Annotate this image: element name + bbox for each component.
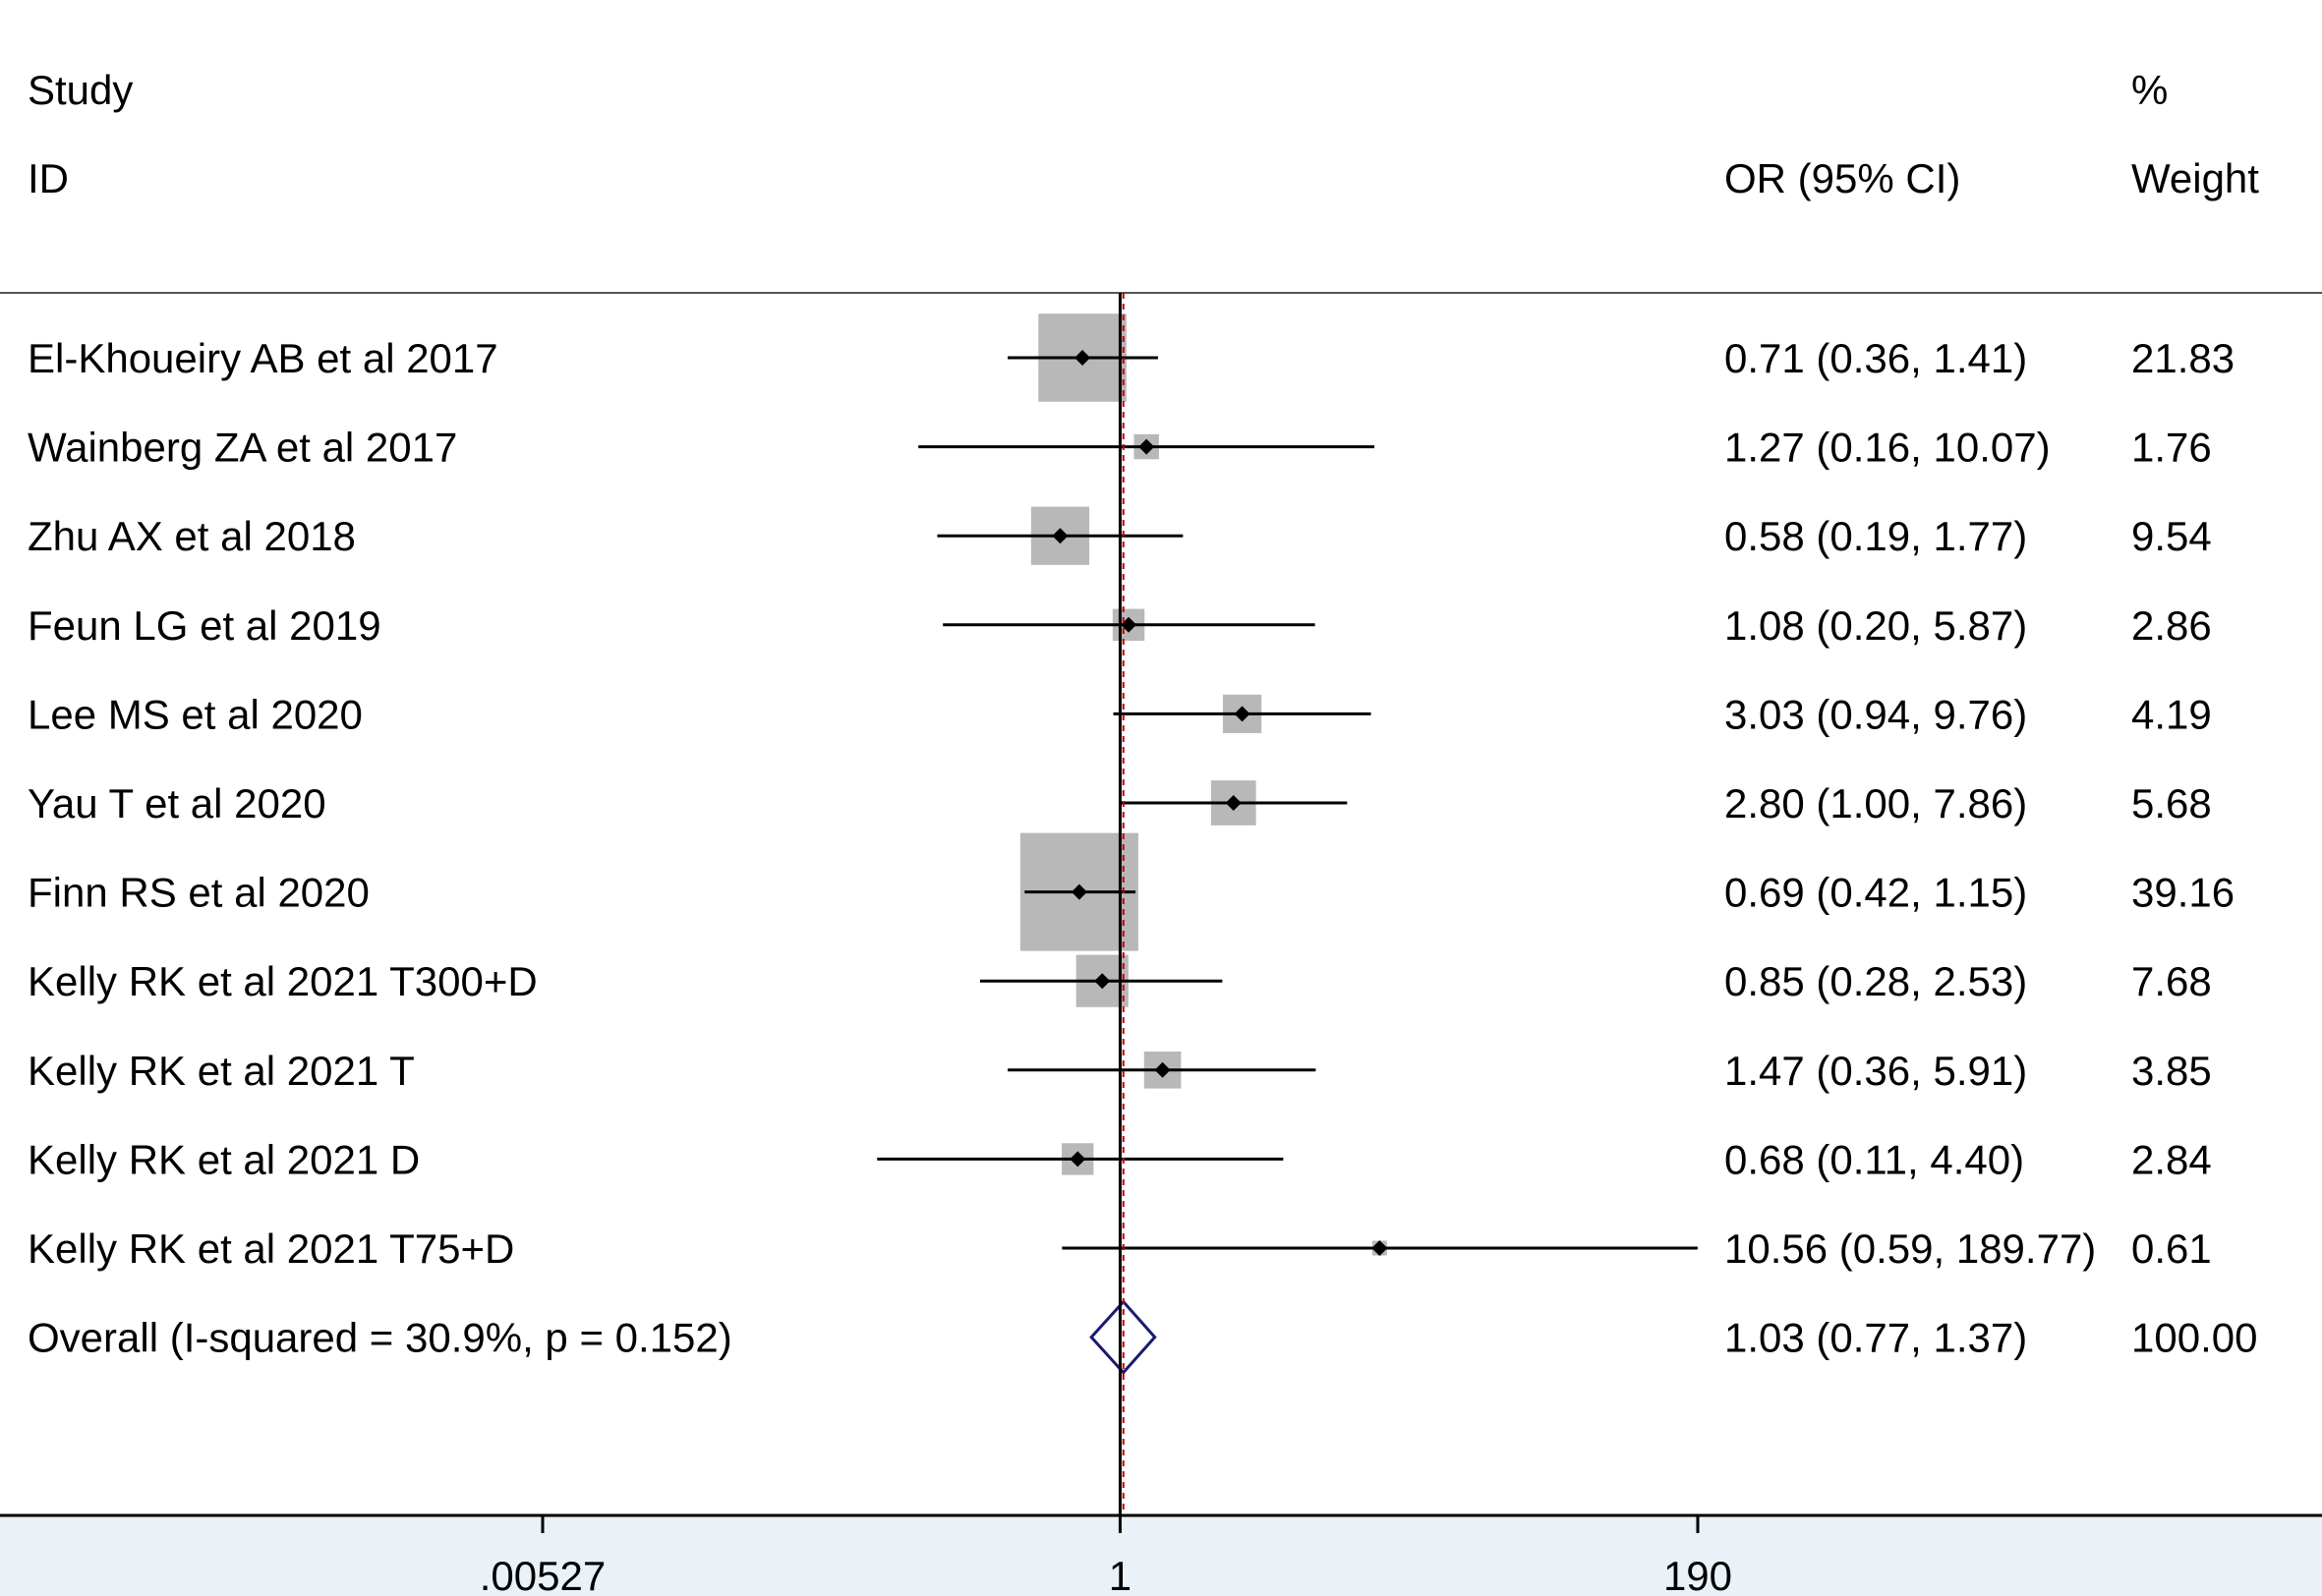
study-weight: 2.86	[2131, 602, 2212, 649]
study-point-estimate	[1052, 528, 1069, 544]
study-point-estimate	[1154, 1061, 1171, 1078]
study-label: Feun LG et al 2019	[28, 602, 381, 649]
overall-label: Overall (I-squared = 30.9%, p = 0.152)	[28, 1315, 732, 1361]
study-label: Finn RS et al 2020	[28, 870, 370, 916]
study-label: Zhu AX et al 2018	[28, 513, 356, 559]
study-weight: 7.68	[2131, 958, 2212, 1004]
study-label: El-Khoueiry AB et al 2017	[28, 335, 498, 381]
study-weight: 9.54	[2131, 513, 2212, 559]
overall-or-ci: 1.03 (0.77, 1.37)	[1724, 1315, 2027, 1361]
x-tick-label: 190	[1663, 1553, 1732, 1596]
header-or-ci: OR (95% CI)	[1724, 155, 1960, 201]
header-weight: Weight	[2131, 155, 2259, 201]
x-tick-label: .00527	[480, 1553, 606, 1596]
study-point-estimate	[1225, 795, 1242, 811]
study-weight: 1.76	[2131, 425, 2212, 471]
study-or-ci: 2.80 (1.00, 7.86)	[1724, 780, 2027, 826]
study-weight: 4.19	[2131, 691, 2212, 737]
plot-marks	[877, 293, 1698, 1515]
study-or-ci: 1.27 (0.16, 10.07)	[1724, 425, 2051, 471]
study-weight: 5.68	[2131, 780, 2212, 826]
study-weight: 0.61	[2131, 1226, 2212, 1272]
study-or-ci: 0.69 (0.42, 1.15)	[1724, 870, 2027, 916]
study-label: Kelly RK et al 2021 T75+D	[28, 1226, 514, 1272]
study-or-ci: 0.85 (0.28, 2.53)	[1724, 958, 2027, 1004]
study-rows: El-Khoueiry AB et al 2017 0.71 (0.36, 1.4…	[28, 335, 2257, 1361]
study-label: Lee MS et al 2020	[28, 691, 363, 737]
study-weight: 3.85	[2131, 1048, 2212, 1094]
study-label: Yau T et al 2020	[28, 780, 326, 826]
study-label: Kelly RK et al 2021 D	[28, 1136, 420, 1182]
overall-diamond	[1089, 1299, 1157, 1375]
study-weight: 2.84	[2131, 1136, 2212, 1182]
overall-weight: 100.00	[2131, 1315, 2257, 1361]
study-or-ci: 1.08 (0.20, 5.87)	[1724, 602, 2027, 649]
x-axis-ticks: .00527 1 190	[480, 1515, 1732, 1596]
header-id: ID	[28, 155, 69, 201]
study-point-estimate	[1070, 1151, 1086, 1168]
study-or-ci: 3.03 (0.94, 9.76)	[1724, 691, 2027, 737]
study-weight: 39.16	[2131, 870, 2235, 916]
study-point-estimate	[1138, 438, 1155, 455]
header-study: Study	[28, 67, 133, 113]
study-point-estimate	[1094, 973, 1111, 990]
study-point-estimate	[1371, 1240, 1388, 1256]
study-or-ci: 10.56 (0.59, 189.77)	[1724, 1226, 2096, 1272]
study-or-ci: 1.47 (0.36, 5.91)	[1724, 1048, 2027, 1094]
x-tick-label: 1	[1109, 1553, 1132, 1596]
study-label: Kelly RK et al 2021 T	[28, 1048, 415, 1094]
study-or-ci: 0.68 (0.11, 4.40)	[1724, 1136, 2024, 1182]
study-point-estimate	[1074, 350, 1091, 366]
study-weight: 21.83	[2131, 335, 2235, 381]
study-point-estimate	[1234, 706, 1250, 722]
header-percent: %	[2131, 67, 2168, 113]
axis-band	[0, 1515, 2322, 1596]
study-point-estimate	[1071, 884, 1087, 900]
study-or-ci: 0.58 (0.19, 1.77)	[1724, 513, 2027, 559]
study-or-ci: 0.71 (0.36, 1.41)	[1724, 335, 2027, 381]
study-label: Wainberg ZA et al 2017	[28, 425, 457, 471]
study-label: Kelly RK et al 2021 T300+D	[28, 958, 538, 1004]
study-point-estimate	[1121, 616, 1137, 633]
